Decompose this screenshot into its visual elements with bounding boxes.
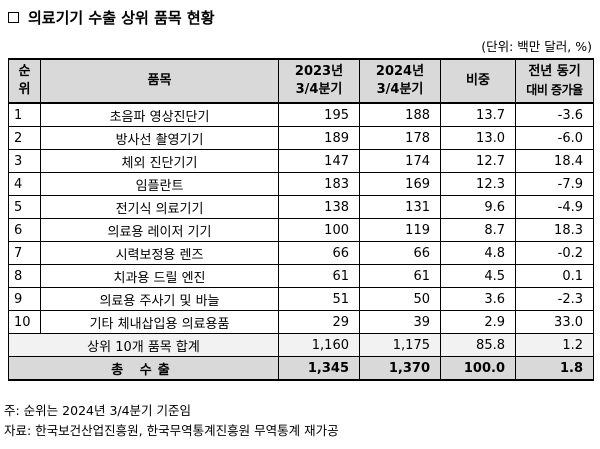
row-growth: -0.2: [515, 241, 594, 265]
page-title: 의료기기 수출 상위 품목 현황: [8, 6, 215, 28]
row-rank: 7: [8, 241, 41, 265]
row-share: 4.8: [440, 241, 516, 265]
row-rank: 5: [8, 195, 41, 219]
row-rank: 3: [8, 149, 41, 173]
header-growth: 전년 동기 대비 증가율: [515, 58, 594, 104]
row-2024: 131: [359, 195, 441, 219]
row-growth: -7.9: [515, 172, 594, 196]
row-rank: 10: [8, 310, 41, 334]
table-row: 4 임플란트 183 169 12.3 -7.9: [8, 172, 594, 196]
total-share: 100.0: [440, 356, 516, 381]
row-2023: 195: [278, 102, 360, 127]
row-2024: 50: [359, 287, 441, 311]
row-rank: 4: [8, 172, 41, 196]
row-item: 전기식 의료기기: [40, 195, 279, 219]
footnote-source: 자료: 한국보건산업진흥원, 한국무역통계진흥원 무역통계 재가공: [4, 423, 339, 438]
row-share: 13.7: [440, 102, 516, 127]
row-2023: 100: [278, 218, 360, 242]
row-2024: 169: [359, 172, 441, 196]
unit-label: (단위: 백만 달러, %): [481, 39, 592, 54]
row-item: 체외 진단기기: [40, 149, 279, 173]
row-2023: 51: [278, 287, 360, 311]
row-2024: 39: [359, 310, 441, 334]
row-2023: 29: [278, 310, 360, 334]
row-rank: 9: [8, 287, 41, 311]
row-2023: 147: [278, 149, 360, 173]
row-2024: 178: [359, 126, 441, 150]
table-row: 2 방사선 촬영기기 189 178 13.0 -6.0: [8, 126, 594, 150]
row-share: 9.6: [440, 195, 516, 219]
table-row: 8 치과용 드릴 엔진 61 61 4.5 0.1: [8, 264, 594, 288]
row-share: 2.9: [440, 310, 516, 334]
total-2023: 1,345: [278, 356, 360, 381]
table-row: 10 기타 체내삽입용 의료용품 29 39 2.9 33.0: [8, 310, 594, 334]
table-row: 1 초음파 영상진단기 195 188 13.7 -3.6: [8, 102, 594, 127]
row-share: 12.7: [440, 149, 516, 173]
row-item: 의료용 레이저 기기: [40, 218, 279, 242]
row-growth: -3.6: [515, 102, 594, 127]
row-share: 4.5: [440, 264, 516, 288]
total-row: 총 수출 1,345 1,370 100.0 1.8: [8, 356, 594, 381]
table-row: 6 의료용 레이저 기기 100 119 8.7 18.3: [8, 218, 594, 242]
checkbox-square-icon: [8, 11, 19, 23]
row-rank: 8: [8, 264, 41, 288]
subtotal-2023: 1,160: [278, 333, 360, 357]
row-growth: -2.3: [515, 287, 594, 311]
row-item: 치과용 드릴 엔진: [40, 264, 279, 288]
row-share: 13.0: [440, 126, 516, 150]
row-2024: 188: [359, 102, 441, 127]
row-growth: 0.1: [515, 264, 594, 288]
row-growth: 18.4: [515, 149, 594, 173]
row-growth: -4.9: [515, 195, 594, 219]
row-rank: 6: [8, 218, 41, 242]
row-share: 12.3: [440, 172, 516, 196]
total-2024: 1,370: [359, 356, 441, 381]
footnote-basis: 주: 순위는 2024년 3/4분기 기준임: [4, 403, 192, 418]
table-row: 5 전기식 의료기기 138 131 9.6 -4.9: [8, 195, 594, 219]
row-item: 시력보정용 렌즈: [40, 241, 279, 265]
subtotal-2024: 1,175: [359, 333, 441, 357]
row-rank: 2: [8, 126, 41, 150]
subtotal-label: 상위 10개 품목 합계: [8, 333, 279, 357]
row-growth: 33.0: [515, 310, 594, 334]
subtotal-growth: 1.2: [515, 333, 594, 357]
row-share: 8.7: [440, 218, 516, 242]
header-item: 품목: [40, 58, 279, 104]
row-share: 3.6: [440, 287, 516, 311]
table-row: 3 체외 진단기기 147 174 12.7 18.4: [8, 149, 594, 173]
row-2024: 119: [359, 218, 441, 242]
row-2024: 61: [359, 264, 441, 288]
subtotal-share: 85.8: [440, 333, 516, 357]
row-item: 임플란트: [40, 172, 279, 196]
row-item: 기타 체내삽입용 의료용품: [40, 310, 279, 334]
row-growth: 18.3: [515, 218, 594, 242]
header-2024: 2024년 3/4분기: [359, 58, 441, 104]
row-2023: 66: [278, 241, 360, 265]
footnotes: 주: 순위는 2024년 3/4분기 기준임 자료: 한국보건산업진흥원, 한국…: [4, 401, 339, 441]
row-rank: 1: [8, 102, 41, 127]
table-row: 7 시력보정용 렌즈 66 66 4.8 -0.2: [8, 241, 594, 265]
total-label: 총 수출: [8, 356, 279, 381]
row-2023: 61: [278, 264, 360, 288]
row-item: 방사선 촬영기기: [40, 126, 279, 150]
row-2024: 66: [359, 241, 441, 265]
title-text: 의료기기 수출 상위 품목 현황: [28, 8, 215, 27]
row-2023: 183: [278, 172, 360, 196]
total-growth: 1.8: [515, 356, 594, 381]
row-2024: 174: [359, 149, 441, 173]
table-row: 9 의료용 주사기 및 바늘 51 50 3.6 -2.3: [8, 287, 594, 311]
row-2023: 138: [278, 195, 360, 219]
row-2023: 189: [278, 126, 360, 150]
subtotal-row: 상위 10개 품목 합계 1,160 1,175 85.8 1.2: [8, 333, 594, 357]
row-item: 의료용 주사기 및 바늘: [40, 287, 279, 311]
row-growth: -6.0: [515, 126, 594, 150]
header-2023: 2023년 3/4분기: [278, 58, 360, 104]
row-item: 초음파 영상진단기: [40, 102, 279, 127]
header-share: 비중: [440, 58, 516, 104]
